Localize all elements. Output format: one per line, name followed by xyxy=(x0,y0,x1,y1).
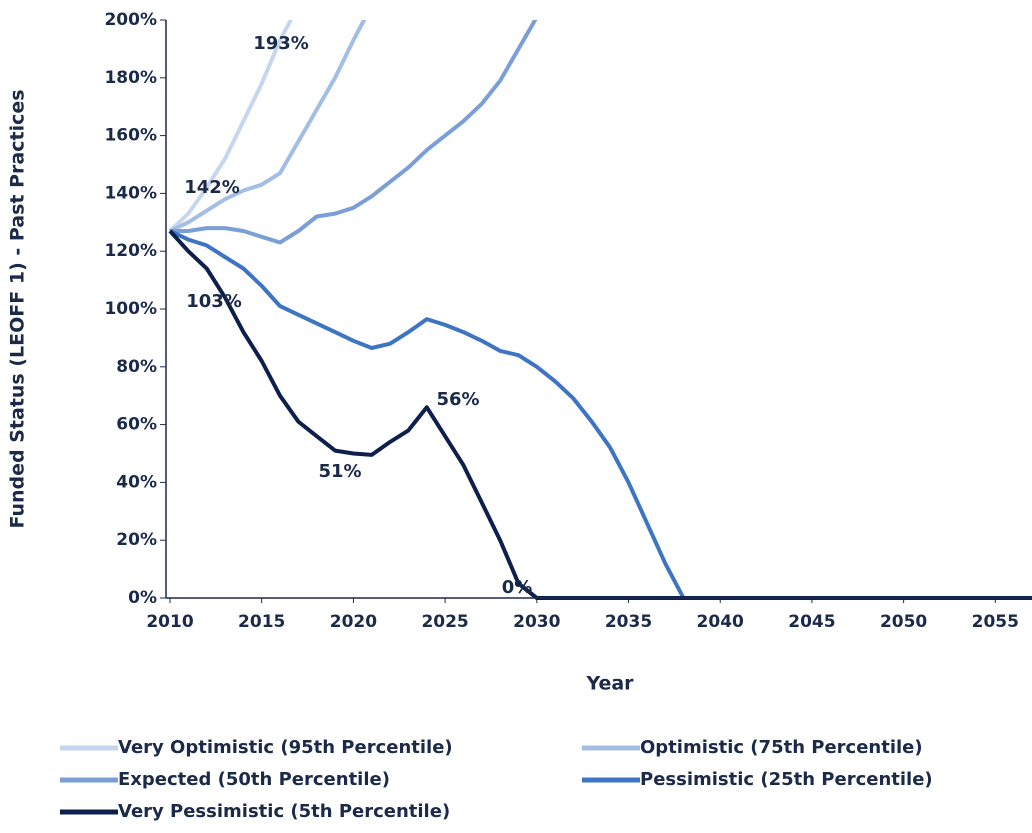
plot-area xyxy=(168,20,1032,600)
legend-label: Very Pessimistic (5th Percentile) xyxy=(118,801,450,822)
x-tick-label: 2050 xyxy=(880,612,927,632)
x-tick-label: 2035 xyxy=(605,612,652,632)
series-line xyxy=(169,229,1032,600)
y-tick-label: 100% xyxy=(104,299,157,319)
y-tick-label: 20% xyxy=(116,530,157,550)
y-tick-label: 0% xyxy=(128,588,157,608)
y-tick-label: 200% xyxy=(104,10,157,30)
series-line xyxy=(170,20,538,245)
annotation: 193% xyxy=(253,33,309,54)
y-axis-title: Funded Status (LEOFF 1) - Past Practices xyxy=(7,89,29,528)
x-tick-label: 2055 xyxy=(972,612,1019,632)
y-tick-label: 120% xyxy=(104,241,157,261)
legend-label: Expected (50th Percentile) xyxy=(118,769,390,790)
annotation: 0% xyxy=(502,577,533,598)
x-tick-label: 2030 xyxy=(513,612,560,632)
x-tick-label: 2015 xyxy=(238,612,285,632)
x-tick-label: 2025 xyxy=(421,612,468,632)
y-tick-label: 80% xyxy=(116,357,157,377)
y-tick-label: 40% xyxy=(116,472,157,492)
annotation: 103% xyxy=(186,291,242,312)
legend-label: Optimistic (75th Percentile) xyxy=(640,737,923,758)
annotation: 51% xyxy=(318,461,361,482)
y-tick-label: 140% xyxy=(104,183,157,203)
x-tick-label: 2020 xyxy=(330,612,377,632)
legend-label: Pessimistic (25th Percentile) xyxy=(640,769,933,790)
series-line xyxy=(168,20,294,233)
x-tick-label: 2010 xyxy=(146,612,193,632)
x-axis-title: Year xyxy=(585,673,634,695)
x-tick-label: 2045 xyxy=(788,612,835,632)
y-tick-label: 160% xyxy=(104,126,157,146)
y-tick-label: 180% xyxy=(104,68,157,88)
legend-label: Very Optimistic (95th Percentile) xyxy=(118,737,453,758)
y-tick-label: 60% xyxy=(116,415,157,435)
x-tick-label: 2040 xyxy=(697,612,744,632)
series-line xyxy=(168,229,1032,600)
annotation: 56% xyxy=(436,389,479,410)
annotation: 142% xyxy=(184,177,240,198)
series-line xyxy=(169,20,367,233)
